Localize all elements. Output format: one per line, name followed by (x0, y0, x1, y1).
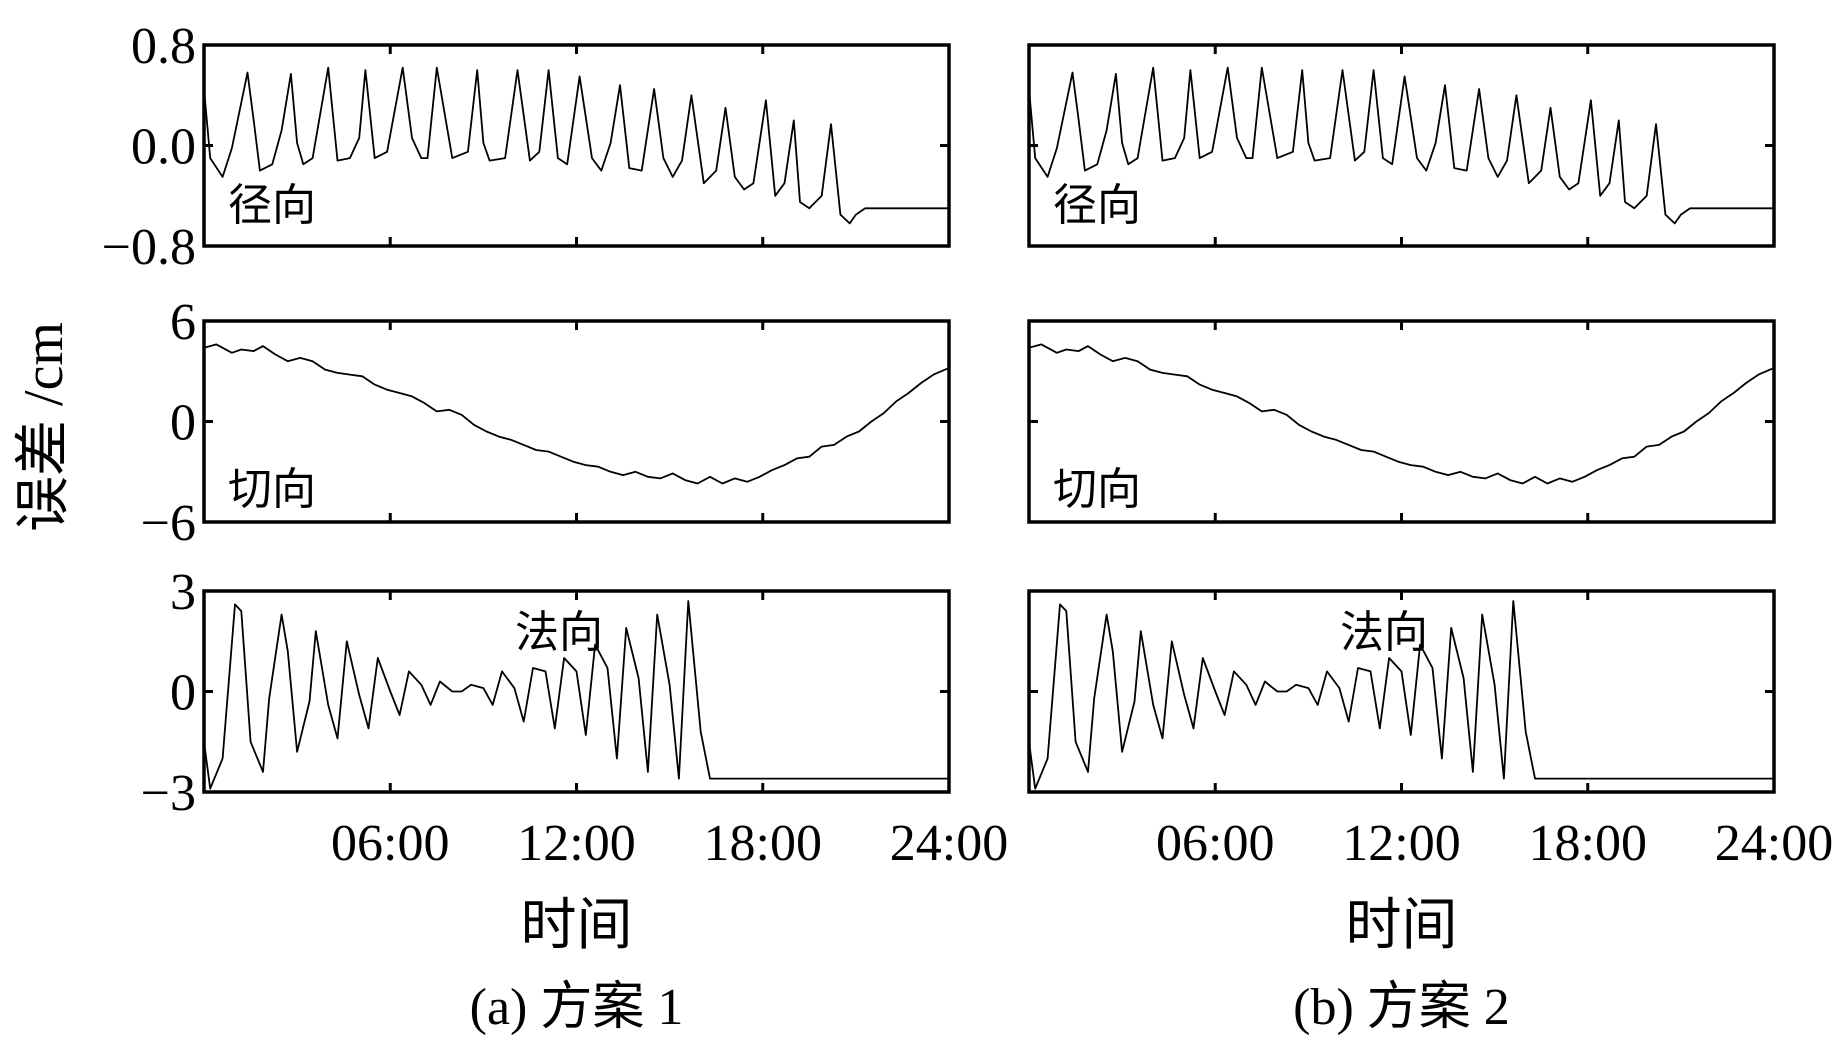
subplot-b-normal: 法向 (1027, 589, 1776, 794)
panel-label-radial: 径向 (1053, 181, 1141, 230)
series-line-tangential (1028, 343, 1775, 485)
panel-label-tangential: 切向 (228, 465, 316, 514)
x-tick-label: 12:00 (1342, 815, 1460, 872)
plots-group: 0.8 0.0 −0.8 径向 6 0 −6 切向 3 0 −3 法向 06:00 12:00 18:00 2… (102, 18, 1834, 1036)
x-tick-label: 18:00 (1529, 815, 1647, 872)
panel-label-normal: 法向 (1340, 608, 1428, 657)
panel-label-normal: 法向 (515, 608, 603, 657)
series-line-normal (203, 600, 949, 790)
y-tick-label: 0 (170, 395, 196, 452)
subplot-b-radial: 径向 (1027, 43, 1776, 248)
subplot-b-tangential: 切向 (1027, 319, 1776, 524)
y-tick-label: −3 (141, 765, 196, 822)
x-tick-label: 18:00 (704, 815, 822, 872)
x-tick-label: 24:00 (890, 815, 1008, 872)
y-axis-title: 误差 /cm (13, 322, 75, 532)
series-line-radial (203, 66, 949, 225)
subplot-a-radial: 0.8 0.0 −0.8 径向 (102, 18, 951, 276)
x-axis-title-b: 时间 (1346, 895, 1458, 957)
y-tick-label: −6 (141, 495, 196, 552)
subplot-a-tangential: 6 0 −6 切向 (141, 294, 951, 552)
x-tick-label: 06:00 (331, 815, 449, 872)
panel-label-radial: 径向 (228, 181, 316, 230)
y-tick-label: −0.8 (102, 219, 196, 276)
caption-a: (a) 方案 1 (470, 979, 684, 1036)
y-tick-label: 3 (170, 564, 196, 621)
y-tick-label: 0 (170, 665, 196, 722)
panel-label-tangential: 切向 (1053, 465, 1141, 514)
x-tick-label: 12:00 (517, 815, 635, 872)
series-line-normal (1028, 600, 1774, 790)
caption-b: (b) 方案 2 (1293, 979, 1510, 1036)
y-tick-label: 0.8 (131, 18, 196, 75)
y-tick-label: 0.0 (131, 119, 196, 176)
x-axis-title-a: 时间 (521, 895, 633, 957)
subplot-a-normal: 3 0 −3 法向 (141, 564, 951, 822)
series-line-tangential (203, 343, 950, 485)
y-tick-label: 6 (170, 294, 196, 351)
x-tick-label: 24:00 (1715, 815, 1833, 872)
series-line-radial (1028, 66, 1774, 225)
x-tick-label: 06:00 (1156, 815, 1274, 872)
